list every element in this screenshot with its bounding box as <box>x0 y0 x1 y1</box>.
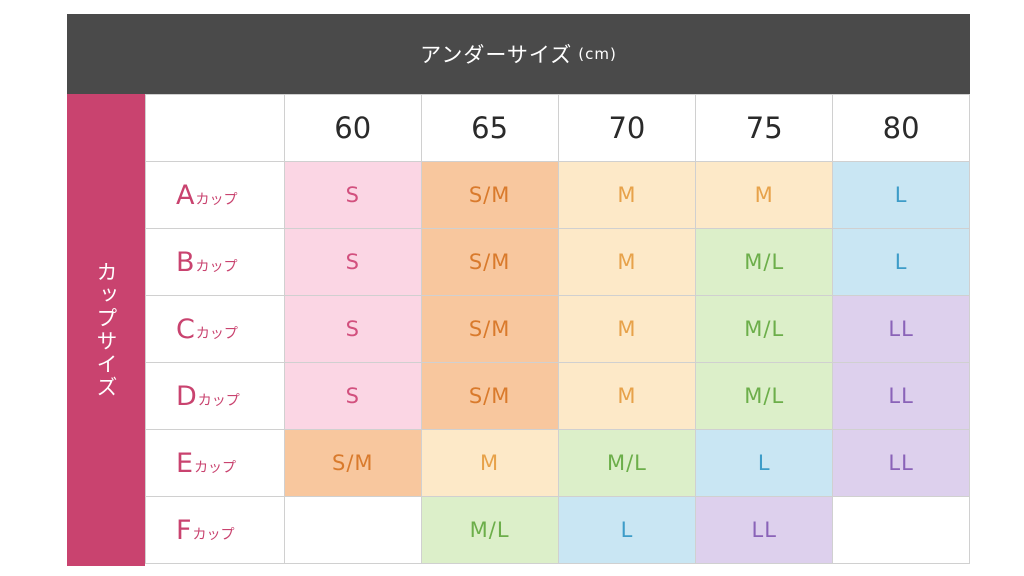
column-header-65: 65 <box>420 94 559 162</box>
cup-suffix: カップ <box>195 258 238 275</box>
size-cell: L <box>695 429 834 497</box>
table-row: Dカップ S S/M M M/L LL <box>145 362 970 430</box>
size-cell: S/M <box>420 295 559 363</box>
size-cell: S <box>283 362 422 430</box>
size-cell: M/L <box>420 496 559 564</box>
cup-letter: B <box>176 246 195 278</box>
column-header-75: 75 <box>695 94 834 162</box>
cup-suffix: カップ <box>197 392 240 409</box>
cup-row-header: Cカップ <box>145 295 285 363</box>
size-chart: アンダーサイズ (cm) カップサイズ 60 65 70 75 80 Aカップ S… <box>67 14 970 566</box>
size-cell: L <box>832 161 970 229</box>
size-cell: LL <box>832 295 970 363</box>
cup-row-header: Eカップ <box>145 429 285 497</box>
size-cell: LL <box>832 362 970 430</box>
column-header-60: 60 <box>283 94 422 162</box>
table-row: Fカップ M/L L LL <box>145 496 970 564</box>
size-cell: S <box>283 228 422 296</box>
column-header-row: 60 65 70 75 80 <box>145 94 970 162</box>
under-size-header: アンダーサイズ (cm) <box>67 14 970 94</box>
size-cell: M/L <box>557 429 697 497</box>
table-row: Cカップ S S/M M M/L LL <box>145 295 970 363</box>
cup-suffix: カップ <box>192 526 235 543</box>
cup-row-header: Bカップ <box>145 228 285 296</box>
size-cell: S <box>283 295 422 363</box>
corner-cell <box>145 94 285 162</box>
table-row: Aカップ S S/M M M L <box>145 161 970 229</box>
cup-suffix: カップ <box>194 459 237 476</box>
cup-size-side-label: カップサイズ <box>67 94 145 566</box>
size-cell: M/L <box>695 362 834 430</box>
under-size-title: アンダーサイズ <box>420 43 573 67</box>
size-cell: M/L <box>695 295 834 363</box>
size-cell: S/M <box>420 228 559 296</box>
size-cell: M <box>557 161 697 229</box>
cup-letter: D <box>176 380 197 412</box>
size-cell: M <box>557 228 697 296</box>
cup-row-header: Dカップ <box>145 362 285 430</box>
empty-cell <box>283 496 422 564</box>
size-cell: LL <box>695 496 834 564</box>
size-cell: L <box>832 228 970 296</box>
cup-row-header: Aカップ <box>145 161 285 229</box>
cup-letter: A <box>176 179 195 211</box>
size-cell: M <box>557 295 697 363</box>
size-cell: S <box>283 161 422 229</box>
column-header-80: 80 <box>832 94 970 162</box>
size-table: 60 65 70 75 80 Aカップ S S/M M M L Bカップ S S/M M M/L L C… <box>145 94 970 564</box>
size-cell: S/M <box>420 161 559 229</box>
table-row: Eカップ S/M M M/L L LL <box>145 429 970 497</box>
size-cell: S/M <box>420 362 559 430</box>
size-cell: M/L <box>695 228 834 296</box>
cup-size-label-text: カップサイズ <box>94 261 118 399</box>
cup-letter: F <box>176 514 192 546</box>
cup-row-header: Fカップ <box>145 496 285 564</box>
size-cell: LL <box>832 429 970 497</box>
cup-suffix: カップ <box>195 191 238 208</box>
size-cell: M <box>695 161 834 229</box>
size-cell: L <box>557 496 697 564</box>
table-row: Bカップ S S/M M M/L L <box>145 228 970 296</box>
under-size-unit: (cm) <box>578 45 617 63</box>
size-cell: M <box>420 429 559 497</box>
size-cell: M <box>557 362 697 430</box>
empty-cell <box>832 496 970 564</box>
column-header-70: 70 <box>557 94 697 162</box>
cup-letter: E <box>176 447 194 479</box>
cup-letter: C <box>176 313 195 345</box>
size-cell: S/M <box>283 429 422 497</box>
cup-suffix: カップ <box>195 325 238 342</box>
